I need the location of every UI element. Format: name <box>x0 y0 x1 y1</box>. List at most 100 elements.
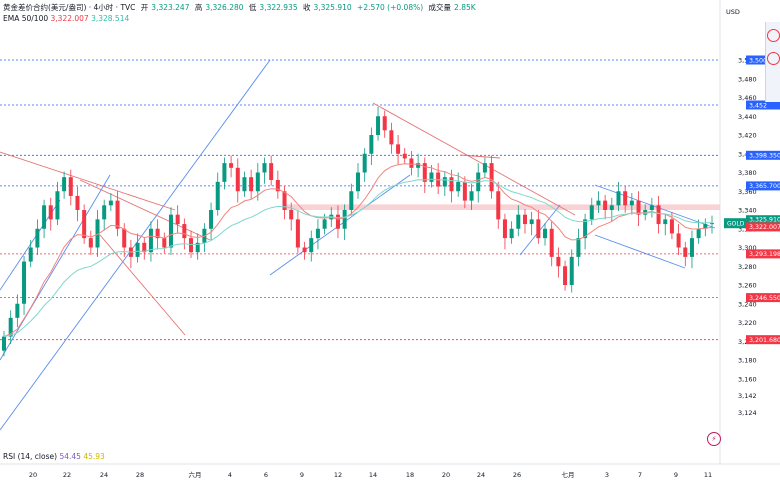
candle-body <box>249 177 254 192</box>
price-label-text: 3,398.350 <box>749 153 780 160</box>
candle-body <box>108 200 113 206</box>
ema100-line <box>3 178 712 338</box>
time-tick-label: 26 <box>513 471 521 479</box>
time-tick-label: 22 <box>63 471 71 479</box>
candle-body <box>62 177 67 192</box>
price-tick-label: 3,142 <box>738 392 757 400</box>
candle-body <box>309 238 314 253</box>
candle-body <box>102 205 107 220</box>
candle-body <box>583 219 588 239</box>
rsi-value-2: 45.93 <box>83 452 105 461</box>
ema50-value: 3,322.007 <box>50 14 89 23</box>
candle-body <box>382 116 387 131</box>
candle-body <box>235 167 240 192</box>
candle-body <box>1 336 7 351</box>
candle-body <box>522 214 527 225</box>
candle-body <box>229 163 234 168</box>
rsi-value-1: 54.45 <box>59 452 81 461</box>
price-label-box <box>746 335 780 345</box>
alert-icon[interactable] <box>767 29 780 42</box>
candle-body <box>55 191 60 220</box>
candle-body <box>616 191 621 206</box>
candle-body <box>649 205 654 210</box>
price-label-text: 3,452 <box>749 102 767 109</box>
time-tick-label: 4 <box>228 471 232 479</box>
ema-legend[interactable]: EMA 50/100 3,322.007 3,328.514 <box>3 14 129 23</box>
candle-body <box>28 247 33 262</box>
candle-body <box>215 181 220 210</box>
candle-body <box>656 205 661 225</box>
candle-body <box>22 261 27 304</box>
candle-body <box>148 228 153 253</box>
chart-header: 黄金差价合约(美元/盎司) · 4小时 · TVC 开 3,323.247 高 3,… <box>3 2 479 13</box>
lightning-icon[interactable]: ⚡ <box>707 432 721 446</box>
price-tick-label: 3,420 <box>738 132 757 140</box>
candle-body <box>362 153 367 173</box>
price-label-text: 3,365.700 <box>749 183 780 190</box>
time-tick-label: 28 <box>136 471 144 479</box>
candle-body <box>42 205 47 229</box>
candle-body <box>422 163 427 182</box>
candle-body <box>462 181 467 201</box>
rsi-legend[interactable]: RSI (14, close) 54.45 45.93 <box>3 452 105 461</box>
open-value: 3,323.247 <box>151 3 190 12</box>
price-tick-label: 3,360 <box>738 188 757 196</box>
high-label: 高 <box>194 3 203 12</box>
candle-body <box>469 191 474 201</box>
candle-body <box>209 210 214 229</box>
candle-body <box>549 228 554 257</box>
candle-body <box>269 163 274 180</box>
candle-body <box>322 219 327 229</box>
candle-body <box>75 195 80 210</box>
candle-body <box>516 214 521 229</box>
instrument-title[interactable]: 黄金差价合约(美元/盎司) · 4小时 · TVC <box>3 3 136 12</box>
candle-body <box>135 242 140 257</box>
trend-line <box>0 151 176 211</box>
rsi-label: RSI (14, close) <box>3 452 58 461</box>
candle-body <box>182 224 187 239</box>
trend-line <box>99 234 186 336</box>
candle-body <box>122 228 127 248</box>
candle-body <box>15 303 20 318</box>
candle-body <box>242 177 247 192</box>
trend-line <box>269 174 411 276</box>
symbol-tag-box <box>724 218 746 229</box>
price-tick-label: 3,260 <box>738 282 757 290</box>
trend-line <box>459 154 501 159</box>
time-tick-label: 11 <box>704 471 712 479</box>
candle-body <box>82 210 87 239</box>
price-tick-label: 3,300 <box>738 244 757 252</box>
candle-body <box>703 224 708 229</box>
price-label-text: 3,322.007 <box>749 224 780 231</box>
candle-body <box>482 163 487 173</box>
candle-body <box>623 191 628 206</box>
candle-body <box>563 266 568 285</box>
time-tick-label: 六月 <box>189 470 202 479</box>
trend-line <box>79 179 211 241</box>
candle-body <box>155 228 160 239</box>
candle-body <box>302 247 307 253</box>
side-toolbar[interactable] <box>765 22 780 102</box>
price-tick-label: 3,460 <box>738 94 757 102</box>
candle-body <box>489 163 494 192</box>
trend-line <box>372 102 576 216</box>
price-label-text: 3,201.680 <box>749 337 780 344</box>
candle-body <box>676 233 681 248</box>
candle-body <box>282 191 287 210</box>
candle-body <box>496 191 501 220</box>
candle-body <box>142 242 147 253</box>
price-tick-label: 3,240 <box>738 300 757 308</box>
candle-body <box>88 238 93 248</box>
price-label-box <box>746 181 780 191</box>
candle-body <box>48 205 53 220</box>
candle-body <box>683 247 688 257</box>
alert-icon-2[interactable] <box>767 52 780 65</box>
candle-body <box>389 130 394 145</box>
candle-body <box>369 135 374 154</box>
candle-body <box>509 228 514 239</box>
candle-body <box>189 238 194 253</box>
candle-body <box>115 200 120 229</box>
trend-line <box>594 234 686 269</box>
